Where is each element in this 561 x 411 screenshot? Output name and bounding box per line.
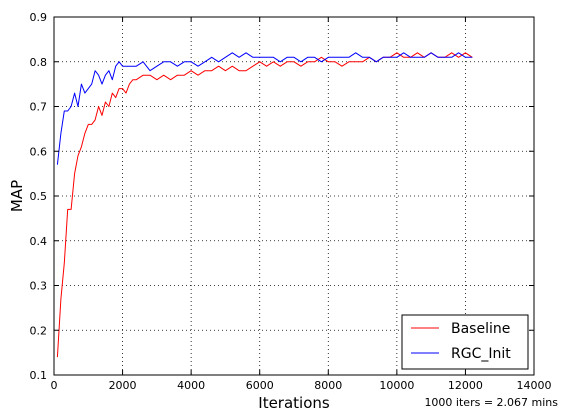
x-tick-label: 0 — [51, 379, 58, 392]
x-tick-label: 8000 — [314, 379, 342, 392]
y-tick-label: 0.2 — [30, 324, 48, 337]
y-axis-ticks: 0.1 0.2 0.3 0.4 0.5 0.6 0.7 0.8 0.9 — [30, 11, 534, 382]
x-tick-label: 10000 — [379, 379, 414, 392]
legend: Baseline RGC_Init — [401, 314, 529, 370]
y-tick-label: 0.1 — [30, 369, 48, 382]
legend-label-baseline: Baseline — [451, 321, 510, 337]
y-tick-label: 0.7 — [30, 101, 48, 114]
x-tick-label: 4000 — [177, 379, 205, 392]
y-axis-label: MAP — [8, 180, 26, 212]
legend-box — [401, 314, 529, 370]
grid — [54, 17, 534, 375]
iteration-time-note: 1000 iters = 2.067 mins — [424, 396, 558, 409]
legend-label-rgc-init: RGC_Init — [451, 346, 511, 362]
y-tick-label: 0.3 — [30, 280, 48, 293]
y-tick-label: 0.4 — [30, 235, 48, 248]
x-tick-label: 14000 — [517, 379, 552, 392]
y-tick-label: 0.9 — [30, 11, 48, 24]
series-line-baseline — [56, 52, 473, 358]
x-tick-label: 12000 — [448, 379, 483, 392]
series-line-rgc-init — [56, 52, 473, 165]
y-tick-label: 0.6 — [30, 145, 48, 158]
x-tick-label: 2000 — [109, 379, 137, 392]
x-axis-ticks: 0 2000 4000 6000 8000 10000 12000 14000 — [51, 17, 552, 392]
plot-lines — [56, 52, 473, 358]
y-tick-label: 0.8 — [30, 56, 48, 69]
x-tick-label: 6000 — [246, 379, 274, 392]
y-tick-label: 0.5 — [30, 190, 48, 203]
x-axis-label: Iterations — [258, 394, 330, 411]
